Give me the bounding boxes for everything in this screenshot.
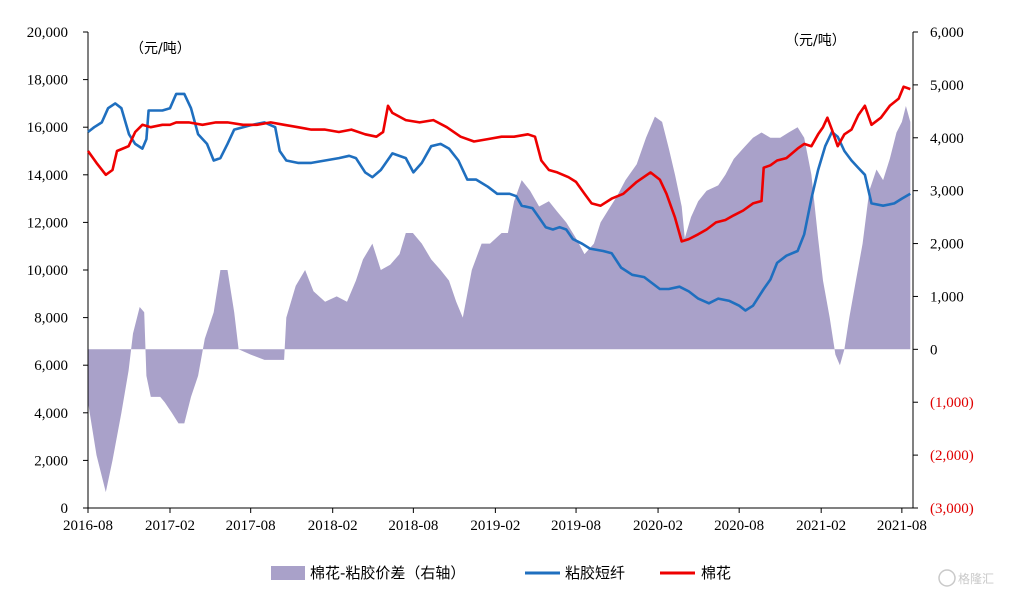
x-tick-label: 2018-02: [308, 518, 358, 534]
right-tick-label: 0: [930, 342, 938, 358]
left-tick-label: 0: [61, 501, 69, 517]
right-tick-label: 4,000: [930, 131, 964, 147]
legend-spread-swatch: [271, 566, 305, 580]
x-tick-label: 2021-02: [796, 518, 846, 534]
x-tick-label: 2017-02: [145, 518, 195, 534]
watermark-logo-icon: [938, 569, 956, 587]
legend: 棉花-粘胶价差（右轴） 粘胶短纤 棉花: [271, 564, 731, 582]
cotton-line: [86, 85, 911, 243]
left-tick-label: 16,000: [27, 120, 68, 136]
left-axis-unit: （元/吨）: [130, 41, 191, 57]
x-tick-label: 2018-08: [388, 518, 438, 534]
spread-area-layer: [88, 106, 911, 493]
price-lines-layer: [86, 85, 911, 312]
right-tick-label: (2,000): [930, 448, 974, 464]
legend-viscose-label: 粘胶短纤: [565, 564, 625, 582]
watermark-text: 格隆汇: [958, 571, 994, 586]
spread-area: [88, 106, 911, 493]
left-tick-label: 12,000: [27, 215, 68, 231]
legend-spread-label: 棉花-粘胶价差（右轴）: [310, 564, 465, 582]
right-tick-label: 1,000: [930, 289, 964, 305]
viscose-line: [87, 92, 911, 312]
legend-cotton-label: 棉花: [701, 564, 731, 582]
left-tick-label: 18,000: [27, 73, 68, 89]
left-tick-label: 6,000: [34, 358, 68, 374]
left-tick-label: 8,000: [34, 311, 68, 327]
left-tick-label: 4,000: [34, 406, 68, 422]
right-tick-label: 5,000: [930, 78, 964, 94]
x-tick-label: 2016-08: [63, 518, 113, 534]
tick-labels: 0 2,000 4,000 6,000 8,000 10,000 12,000 14,000 1…: [27, 25, 974, 534]
x-tick-label: 2020-08: [714, 518, 764, 534]
x-tick-label: 2021-08: [877, 518, 927, 534]
x-tick-label: 2019-02: [470, 518, 520, 534]
left-tick-label: 10,000: [27, 263, 68, 279]
right-tick-label: 6,000: [930, 25, 964, 41]
x-tick-label: 2020-02: [633, 518, 683, 534]
axes: [83, 31, 918, 513]
right-tick-label: (3,000): [930, 501, 974, 517]
left-tick-label: 20,000: [27, 25, 68, 41]
x-tick-label: 2019-08: [551, 518, 601, 534]
left-tick-label: 14,000: [27, 168, 68, 184]
right-tick-label: 2,000: [930, 237, 964, 253]
watermark: 格隆汇: [938, 569, 994, 587]
right-tick-label: (1,000): [930, 395, 974, 411]
left-tick-label: 2,000: [34, 453, 68, 469]
right-axis-unit: （元/吨）: [785, 33, 846, 49]
right-tick-label: 3,000: [930, 184, 964, 200]
x-tick-label: 2017-08: [226, 518, 276, 534]
